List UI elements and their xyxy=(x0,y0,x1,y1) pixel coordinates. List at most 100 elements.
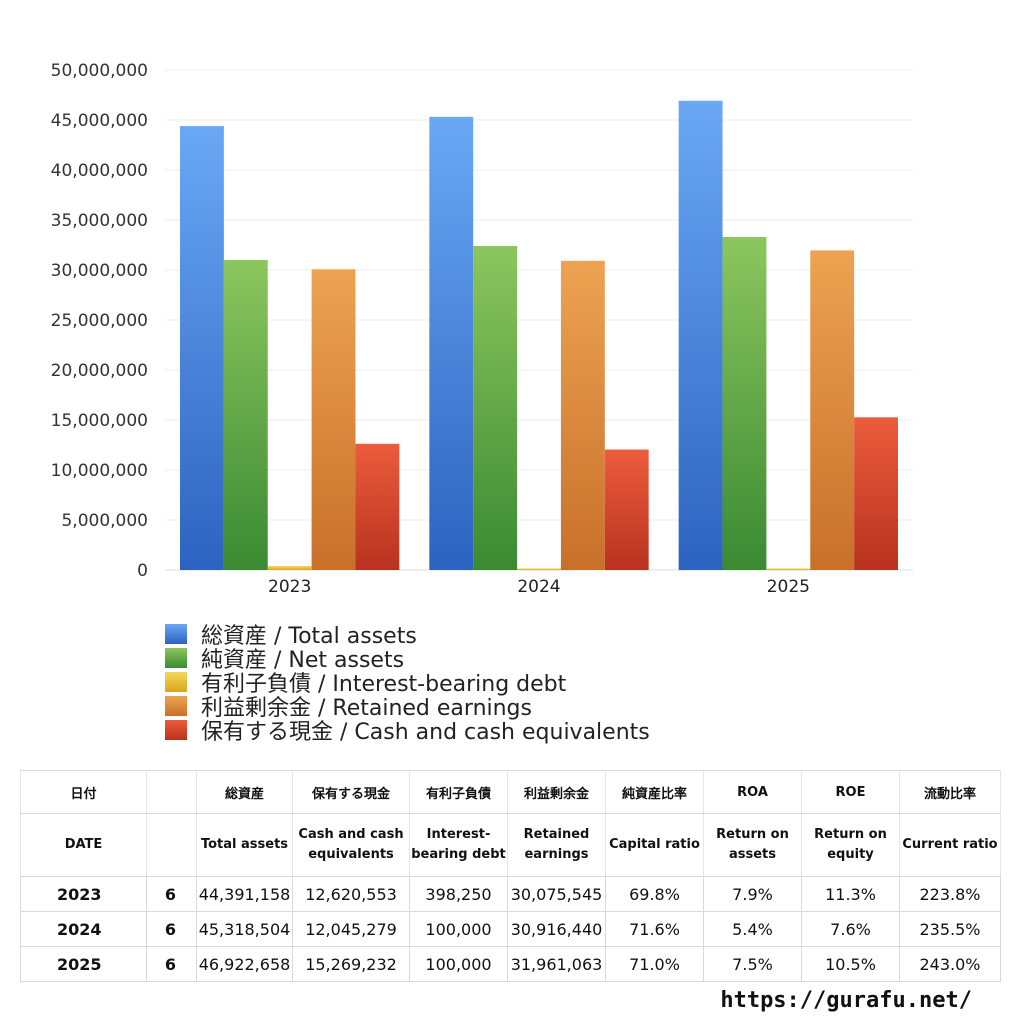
bar xyxy=(473,246,518,570)
header-month-en xyxy=(146,813,197,877)
header-total-assets-jp: 総資産 xyxy=(196,770,293,814)
header-total-assets-en: Total assets xyxy=(196,813,293,877)
header-roe-jp: ROE xyxy=(801,770,900,814)
bar xyxy=(180,126,224,571)
cell-current-ratio: 235.5% xyxy=(899,911,1001,947)
cell-roe: 11.3% xyxy=(801,876,900,912)
legend-swatch xyxy=(165,648,187,668)
cell-total-assets: 45,318,504 xyxy=(196,911,293,947)
legend-label: 総資産 / Total assets xyxy=(201,624,417,649)
cell-month: 6 xyxy=(146,911,197,947)
y-tick-label: 30,000,000 xyxy=(51,261,148,281)
legend-item: 純資産 / Net assets xyxy=(165,646,650,673)
cell-retained: 31,961,063 xyxy=(507,946,606,982)
y-tick-label: 15,000,000 xyxy=(51,411,148,431)
y-tick-label: 20,000,000 xyxy=(51,361,148,381)
bar xyxy=(560,260,605,570)
y-tick-label: 50,000,000 xyxy=(51,61,148,81)
bar xyxy=(678,100,723,570)
header-retained-jp: 利益剰余金 xyxy=(507,770,606,814)
header-retained-en: Retained earnings xyxy=(507,813,606,877)
table-row: 2025 6 46,922,658 15,269,232 100,000 31,… xyxy=(20,946,1001,982)
header-current-ratio-jp: 流動比率 xyxy=(899,770,1001,814)
legend-item: 有利子負債 / Interest-bearing debt xyxy=(165,670,650,697)
bar xyxy=(854,417,898,570)
cell-debt: 100,000 xyxy=(409,911,508,947)
legend-label: 利益剰余金 / Retained earnings xyxy=(201,696,532,721)
cell-retained: 30,075,545 xyxy=(507,876,606,912)
legend-item: 利益剰余金 / Retained earnings xyxy=(165,694,650,721)
y-tick-label: 0 xyxy=(137,561,148,581)
legend: 総資産 / Total assets 純資産 / Net assets 有利子負債 … xyxy=(165,622,650,745)
footer-url[interactable]: https://gurafu.net/ xyxy=(720,988,972,1013)
header-debt-jp: 有利子負債 xyxy=(409,770,508,814)
y-tick-label: 45,000,000 xyxy=(51,111,148,131)
bar xyxy=(517,568,561,570)
header-roa-en: Return on assets xyxy=(703,813,802,877)
y-tick-label: 10,000,000 xyxy=(51,461,148,481)
cell-debt: 100,000 xyxy=(409,946,508,982)
legend-swatch xyxy=(165,720,187,740)
bar xyxy=(810,250,855,570)
table-row: 2023 6 44,391,158 12,620,553 398,250 30,… xyxy=(20,876,1001,912)
y-tick-label: 40,000,000 xyxy=(51,161,148,181)
cell-current-ratio: 223.8% xyxy=(899,876,1001,912)
cell-roa: 7.9% xyxy=(703,876,802,912)
bar xyxy=(267,566,312,570)
legend-swatch xyxy=(165,624,187,644)
header-debt-en: Interest-bearing debt xyxy=(409,813,508,877)
y-tick-label: 35,000,000 xyxy=(51,211,148,231)
legend-label: 保有する現金 / Cash and cash equivalents xyxy=(201,720,650,745)
table-header-en: DATE Total assets Cash and cash equivale… xyxy=(20,813,1001,877)
cell-year: 2025 xyxy=(20,946,147,982)
cell-roe: 7.6% xyxy=(801,911,900,947)
header-capital-ratio-jp: 純資産比率 xyxy=(605,770,704,814)
header-current-ratio-en: Current ratio xyxy=(899,813,1001,877)
x-tick-label: 2025 xyxy=(767,577,810,597)
header-date-en: DATE xyxy=(20,813,147,877)
header-roe-en: Return on equity xyxy=(801,813,900,877)
cell-capital-ratio: 69.8% xyxy=(605,876,704,912)
legend-item: 総資産 / Total assets xyxy=(165,622,650,649)
data-table: 日付 総資産 保有する現金 有利子負債 利益剰余金 純資産比率 ROA ROE … xyxy=(20,770,1001,982)
grid-lines xyxy=(165,69,913,571)
bar xyxy=(766,568,811,570)
cell-roe: 10.5% xyxy=(801,946,900,982)
header-capital-ratio-en: Capital ratio xyxy=(605,813,704,877)
bar-chart: 0 5,000,000 10,000,000 15,000,000 20,000,000… xyxy=(51,61,913,597)
legend-label: 有利子負債 / Interest-bearing debt xyxy=(201,672,567,697)
cell-month: 6 xyxy=(146,946,197,982)
cell-cash: 12,045,279 xyxy=(292,911,410,947)
header-roa-jp: ROA xyxy=(703,770,802,814)
bar xyxy=(355,443,400,570)
bar xyxy=(722,237,767,570)
header-date-jp: 日付 xyxy=(20,770,147,814)
cell-cash: 15,269,232 xyxy=(292,946,410,982)
cell-total-assets: 44,391,158 xyxy=(196,876,293,912)
cell-total-assets: 46,922,658 xyxy=(196,946,293,982)
x-tick-label: 2023 xyxy=(268,577,311,597)
bar xyxy=(311,269,356,570)
legend-label: 純資産 / Net assets xyxy=(201,648,405,673)
header-cash-jp: 保有する現金 xyxy=(292,770,410,814)
y-tick-label: 5,000,000 xyxy=(61,511,148,531)
bar xyxy=(429,116,474,571)
header-month-jp xyxy=(146,770,197,814)
cell-roa: 7.5% xyxy=(703,946,802,982)
x-tick-label: 2024 xyxy=(517,577,560,597)
cell-retained: 30,916,440 xyxy=(507,911,606,947)
cell-roa: 5.4% xyxy=(703,911,802,947)
header-cash-en: Cash and cash equivalents xyxy=(292,813,410,877)
cell-capital-ratio: 71.6% xyxy=(605,911,704,947)
y-axis: 0 5,000,000 10,000,000 15,000,000 20,000,000… xyxy=(51,61,148,581)
table-row: 2024 6 45,318,504 12,045,279 100,000 30,… xyxy=(20,911,1001,947)
cell-year: 2024 xyxy=(20,911,147,947)
cell-month: 6 xyxy=(146,876,197,912)
cell-capital-ratio: 71.0% xyxy=(605,946,704,982)
legend-item: 保有する現金 / Cash and cash equivalents xyxy=(165,718,650,745)
cell-year: 2023 xyxy=(20,876,147,912)
table-header-jp: 日付 総資産 保有する現金 有利子負債 利益剰余金 純資産比率 ROA ROE … xyxy=(20,770,1001,814)
x-axis: 2023 2024 2025 xyxy=(268,577,810,597)
legend-swatch xyxy=(165,696,187,716)
y-tick-label: 25,000,000 xyxy=(51,311,148,331)
